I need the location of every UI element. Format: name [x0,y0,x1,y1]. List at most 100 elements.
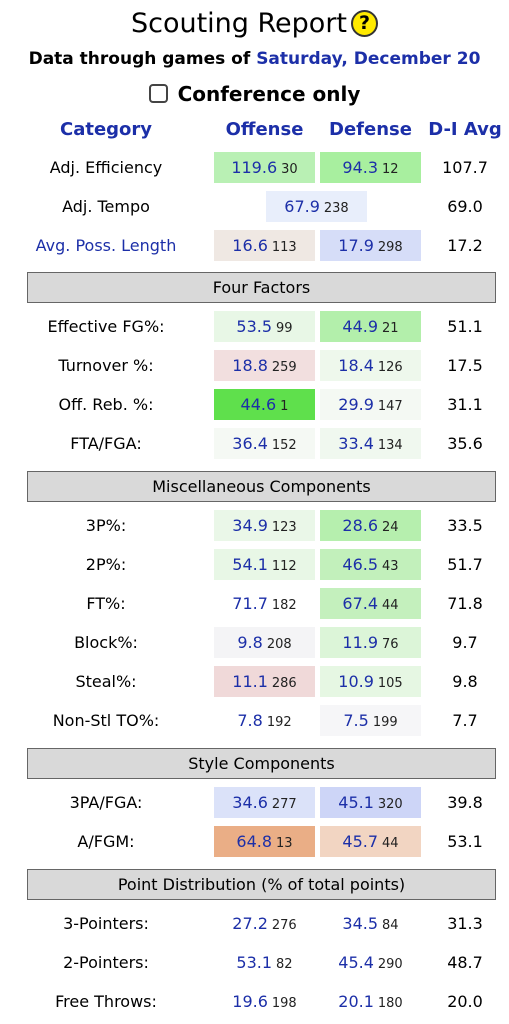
di-average: 33.5 [447,516,483,535]
row-label: Turnover %: [58,356,154,375]
offense-cell-rank: 286 [271,676,297,691]
section-header: Four Factors [27,272,496,303]
defense-cell-rank: 44 [382,836,399,851]
stat-row: 2P%: 54.1 112 46.5 43 51.7 [0,545,509,584]
row-label: Steal%: [75,672,137,691]
conference-only-toggle[interactable]: Conference only [0,80,509,108]
stat-row: Off. Reb. %: 44.6 1 29.9 147 31.1 [0,385,509,424]
row-label: Free Throws: [55,992,157,1011]
offense-cell[interactable]: 19.6 198 [214,986,315,1017]
defense-cell-value: 11.9 [342,633,379,652]
stat-row: Avg. Poss. Length 16.6 113 17.9 298 17.2 [0,226,509,265]
defense-cell-value: 46.5 [342,555,379,574]
stat-row: Block%: 9.8 208 11.9 76 9.7 [0,623,509,662]
stat-row: 3PA/FGA: 34.6 277 45.1 320 39.8 [0,783,509,822]
defense-cell-value: 17.9 [338,236,374,255]
offense-cell[interactable]: 7.8 192 [214,705,315,736]
offense-cell[interactable]: 11.1 286 [214,666,315,697]
di-average: 20.0 [447,992,483,1011]
defense-cell[interactable]: 46.5 43 [320,549,421,580]
offense-cell[interactable]: 71.7 182 [214,588,315,619]
di-average: 69.0 [447,197,483,216]
defense-cell[interactable]: 7.5 199 [320,705,421,736]
data-through-line: Data through games of Saturday, December… [0,46,509,72]
offense-cell-rank: 99 [276,321,293,336]
offense-cell[interactable]: 53.1 82 [214,947,315,978]
stat-row: 3P%: 34.9 123 28.6 24 33.5 [0,506,509,545]
offense-cell-rank: 277 [271,797,297,812]
offense-cell[interactable]: 44.6 1 [214,389,315,420]
section-header: Style Components [27,748,496,779]
defense-cell-rank: 199 [372,715,398,730]
defense-cell[interactable]: 20.1 180 [320,986,421,1017]
column-header-category[interactable]: Category [59,119,153,140]
offense-cell-value: 34.6 [232,793,268,812]
defense-cell[interactable]: 45.1 320 [320,787,421,818]
defense-cell[interactable]: 11.9 76 [320,627,421,658]
offense-cell[interactable]: 34.9 123 [214,510,315,541]
row-label: FT%: [86,594,126,613]
conference-only-checkbox[interactable] [148,84,168,103]
defense-cell-value: 45.1 [338,793,374,812]
column-header-offense[interactable]: Offense [225,119,304,140]
defense-cell[interactable]: 67.4 44 [320,588,421,619]
offense-cell-value: 71.7 [232,594,268,613]
offense-cell[interactable]: 36.4 152 [214,428,315,459]
offense-cell-rank: 82 [276,957,293,972]
offense-cell-value: 36.4 [232,434,268,453]
row-label: Off. Reb. %: [58,395,154,414]
defense-cell-value: 44.9 [342,317,379,336]
offense-cell[interactable]: 27.2 276 [214,908,315,939]
defense-cell[interactable]: 28.6 24 [320,510,421,541]
di-average: 71.8 [447,594,483,613]
offense-cell-rank: 113 [271,240,297,255]
offense-cell-value: 16.6 [232,236,268,255]
help-icon[interactable]: ? [351,10,379,37]
di-average: 31.1 [447,395,483,414]
defense-cell[interactable]: 29.9 147 [320,389,421,420]
column-header-di-avg[interactable]: D-I Avg [428,119,502,140]
offense-cell-rank: 123 [271,520,297,535]
defense-cell[interactable]: 10.9 105 [320,666,421,697]
di-average: 17.2 [447,236,483,255]
offense-cell[interactable]: 16.6 113 [214,230,315,261]
date-link[interactable]: Saturday, December 20 [256,49,481,69]
defense-cell[interactable]: 44.9 21 [320,311,421,342]
defense-cell[interactable]: 34.5 84 [320,908,421,939]
defense-cell[interactable]: 94.3 12 [320,152,421,183]
di-average: 9.8 [452,672,478,691]
offense-cell[interactable]: 34.6 277 [214,787,315,818]
defense-cell-value: 45.7 [342,832,379,851]
offense-cell[interactable]: 18.8 259 [214,350,315,381]
offense-cell-value: 54.1 [232,555,268,574]
section-header: Miscellaneous Components [27,471,496,502]
row-label[interactable]: Avg. Poss. Length [35,236,177,255]
di-average: 53.1 [447,832,483,851]
row-label: 3P%: [85,516,127,535]
defense-cell[interactable]: 33.4 134 [320,428,421,459]
row-label: Effective FG%: [47,317,165,336]
row-label: A/FGM: [77,832,135,851]
defense-cell[interactable]: 45.7 44 [320,826,421,857]
offense-cell[interactable]: 9.8 208 [214,627,315,658]
offense-cell[interactable]: 64.8 13 [214,826,315,857]
defense-cell-rank: 24 [382,520,399,535]
defense-cell-rank: 44 [382,598,399,613]
offense-cell[interactable]: 54.1 112 [214,549,315,580]
offense-cell[interactable]: 119.6 30 [214,152,315,183]
defense-cell[interactable]: 18.4 126 [320,350,421,381]
defense-cell-value: 20.1 [338,992,374,1011]
tempo-cell[interactable]: 67.9 238 [266,191,367,222]
column-header-defense[interactable]: Defense [329,119,412,140]
defense-cell[interactable]: 45.4 290 [320,947,421,978]
di-average: 48.7 [447,953,483,972]
defense-cell-rank: 320 [377,797,403,812]
offense-cell[interactable]: 53.5 99 [214,311,315,342]
tempo-cell-rank: 238 [323,201,349,216]
defense-cell-value: 10.9 [338,672,374,691]
row-label: 3-Pointers: [63,914,149,933]
offense-cell-value: 44.6 [240,395,277,414]
stat-row: Adj. Tempo 67.9 238 69.0 [0,187,509,226]
defense-cell[interactable]: 17.9 298 [320,230,421,261]
defense-cell-rank: 126 [377,360,403,375]
